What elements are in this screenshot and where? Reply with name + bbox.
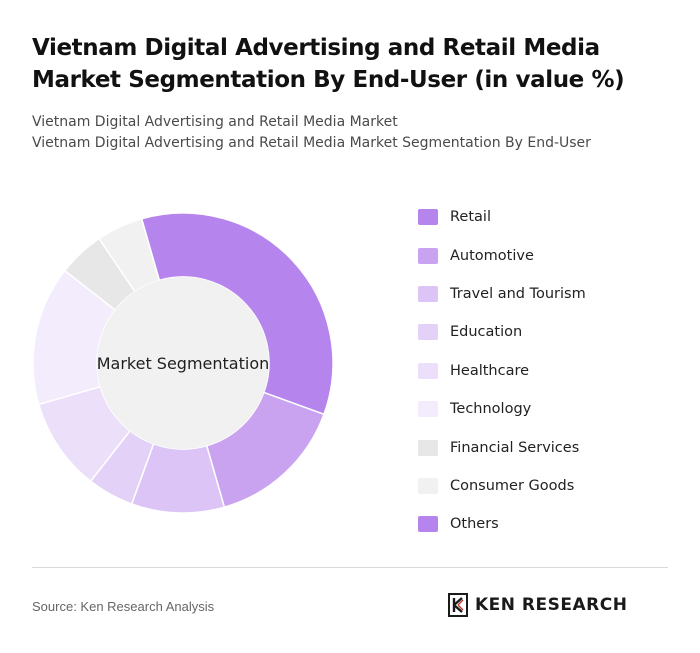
legend-label: Retail — [450, 209, 491, 226]
legend-item-healthcare: Healthcare — [418, 352, 678, 390]
legend-item-financial-services: Financial Services — [418, 428, 678, 466]
subtitle-segmentation: Vietnam Digital Advertising and Retail M… — [32, 135, 591, 151]
donut-chart: Market Segmentation — [30, 210, 336, 516]
chart-legend: Retail Automotive Travel and Tourism Educat… — [418, 198, 678, 544]
source-note: Source: Ken Research Analysis — [32, 599, 215, 614]
footer-divider — [32, 567, 668, 568]
donut-hole — [97, 277, 269, 449]
legend-item-technology: Technology — [418, 390, 678, 428]
legend-swatch — [418, 285, 438, 302]
legend-label: Consumer Goods — [450, 477, 575, 494]
legend-label: Financial Services — [450, 439, 580, 456]
legend-label: Technology — [450, 401, 532, 418]
legend-label: Travel and Tourism — [450, 285, 586, 302]
legend-label: Automotive — [450, 247, 534, 264]
subtitle-block: Vietnam Digital Advertising and Retail M… — [32, 112, 672, 154]
brand-mark: KEN RESEARCH — [447, 592, 627, 618]
legend-label: Healthcare — [450, 362, 530, 379]
ken-research-logo-icon — [448, 593, 468, 617]
legend-label: Education — [450, 324, 523, 341]
legend-item-retail: Retail — [418, 198, 678, 236]
legend-item-travel-and-tourism: Travel and Tourism — [418, 275, 678, 313]
legend-swatch — [418, 516, 438, 533]
legend-item-automotive: Automotive — [418, 236, 678, 274]
legend-swatch — [418, 477, 438, 494]
legend-label: Others — [450, 516, 499, 533]
chart-title: Vietnam Digital Advertising and Retail M… — [32, 35, 625, 93]
legend-swatch — [418, 401, 438, 418]
legend-item-education: Education — [418, 313, 678, 351]
donut-svg — [32, 212, 334, 514]
legend-item-others: Others — [418, 505, 678, 543]
subtitle-market: Vietnam Digital Advertising and Retail M… — [32, 114, 398, 130]
brand-name: KEN RESEARCH — [475, 595, 628, 615]
legend-swatch — [418, 324, 438, 341]
legend-swatch — [418, 439, 438, 456]
legend-item-consumer-goods: Consumer Goods — [418, 467, 678, 505]
legend-swatch — [418, 209, 438, 226]
legend-swatch — [418, 362, 438, 379]
legend-swatch — [418, 247, 438, 264]
